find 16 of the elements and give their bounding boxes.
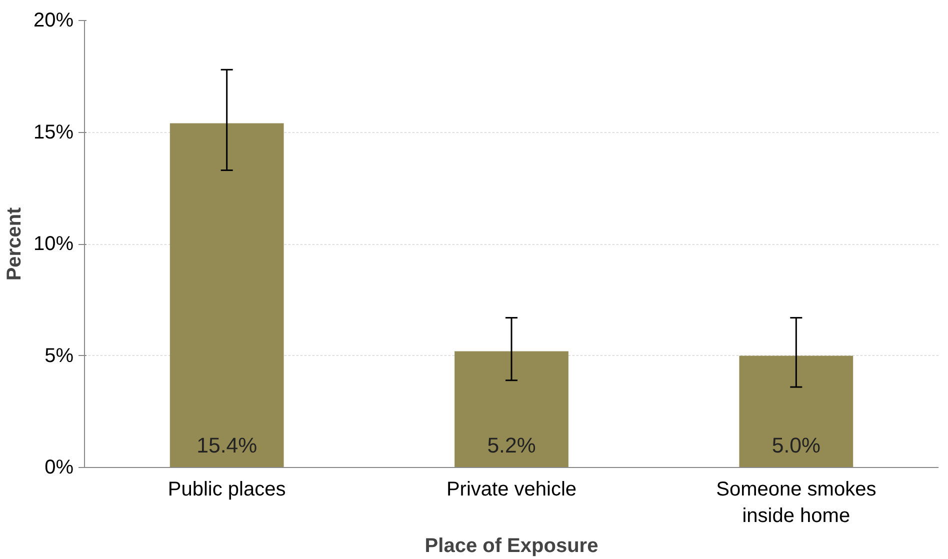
y-tick-label: 5% (44, 344, 74, 367)
data-label: 5.0% (772, 434, 821, 458)
x-tick-label: Public places (168, 478, 286, 500)
y-tick-label: 10% (33, 233, 74, 255)
bar (739, 356, 854, 468)
y-tick-label: 0% (44, 456, 74, 478)
bar (454, 351, 568, 468)
y-tick-label: 20% (33, 10, 74, 32)
x-tick-label: Someone smokes inside home (716, 478, 876, 527)
y-axis-title: Percent (3, 206, 26, 281)
x-tick-label: Private vehicle (446, 478, 577, 500)
bar (170, 123, 284, 468)
data-label: 5.2% (487, 434, 536, 458)
data-label: 15.4% (196, 434, 258, 458)
x-axis-title: Place of Exposure (424, 534, 598, 557)
y-tick-label: 15% (33, 121, 74, 144)
